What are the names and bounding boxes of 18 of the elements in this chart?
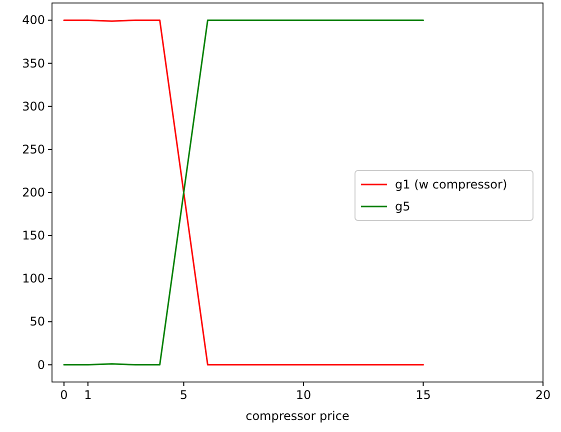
y-tick-label: 350 — [22, 56, 45, 70]
y-tick-label: 300 — [22, 99, 45, 114]
x-tick-label: 15 — [416, 388, 431, 402]
y-tick-label: 250 — [22, 142, 45, 156]
y-tick-label: 150 — [22, 228, 45, 243]
y-tick-label: 0 — [37, 358, 45, 372]
x-tick-label: 5 — [180, 388, 188, 402]
x-tick-label: 0 — [60, 388, 68, 402]
y-tick-label: 50 — [30, 314, 45, 329]
x-axis-title: compressor price — [246, 409, 350, 423]
y-tick-label: 100 — [22, 272, 45, 286]
legend-label: g5 — [395, 200, 410, 214]
x-tick-label: 1 — [84, 388, 92, 402]
x-tick-label: 20 — [535, 388, 551, 402]
y-tick-label: 200 — [22, 186, 45, 200]
y-tick-label: 400 — [22, 13, 45, 28]
legend-label: g1 (w compressor) — [395, 178, 508, 192]
x-tick-label: 10 — [296, 388, 312, 402]
